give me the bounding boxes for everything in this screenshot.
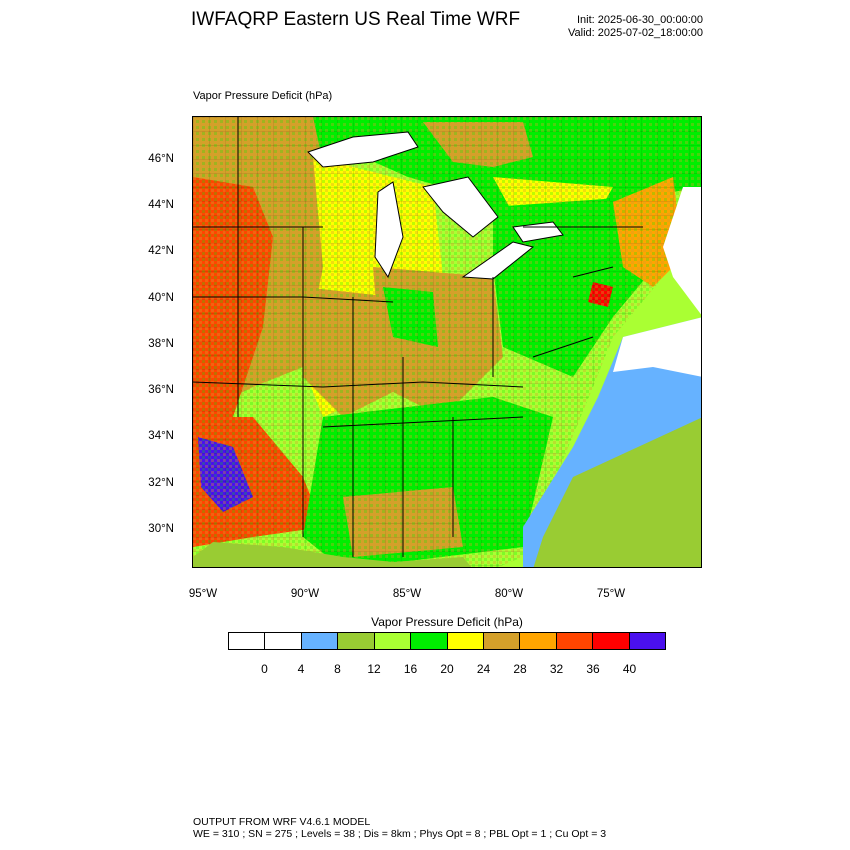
colorbar-bin bbox=[411, 633, 448, 649]
vpd-map bbox=[193, 117, 701, 567]
colorbar-tick-label: 0 bbox=[261, 662, 268, 676]
colorbar-tick-label: 12 bbox=[367, 662, 381, 676]
colorbar-bin bbox=[374, 633, 412, 649]
gulf-of-maine bbox=[663, 187, 701, 315]
footer-line2: WE = 310 ; SN = 275 ; Levels = 38 ; Dis … bbox=[193, 828, 607, 840]
colorbar-bin bbox=[229, 633, 266, 649]
lat-label: 44°N bbox=[148, 199, 174, 211]
colorbar-tick-label: 36 bbox=[586, 662, 600, 676]
footer-line1: OUTPUT FROM WRF V4.6.1 MODEL bbox=[193, 816, 371, 828]
valid-time: Valid: 2025-07-02_18:00:00 bbox=[568, 27, 703, 39]
lon-label: 75°W bbox=[596, 588, 626, 600]
colorbar bbox=[228, 632, 666, 650]
lat-label: 36°N bbox=[148, 384, 174, 396]
colorbar-title: Vapor Pressure Deficit (hPa) bbox=[371, 615, 523, 629]
ocean-green bbox=[533, 417, 701, 567]
colorbar-tick-label: 4 bbox=[297, 662, 305, 676]
lat-label: 46°N bbox=[148, 153, 174, 165]
lon-label: 90°W bbox=[290, 588, 320, 600]
colorbar-tick-label: 16 bbox=[403, 662, 418, 676]
lake-superior bbox=[307, 131, 419, 168]
lake-michigan bbox=[374, 181, 404, 279]
lake-erie bbox=[461, 241, 535, 280]
run-times: Init: 2025-06-30_00:00:00 Valid: 2025-07… bbox=[520, 14, 703, 40]
lat-label: 38°N bbox=[148, 338, 174, 350]
lon-label: 95°W bbox=[188, 588, 218, 600]
field-texture bbox=[193, 117, 701, 567]
colorbar-bin bbox=[520, 633, 557, 649]
colorbar-bin bbox=[629, 633, 666, 649]
colorbar-bin bbox=[556, 633, 594, 649]
state-borders bbox=[193, 117, 643, 557]
init-time: Init: 2025-06-30_00:00:00 bbox=[577, 14, 703, 26]
colorbar-tick-label: 8 bbox=[334, 662, 341, 676]
lon-label: 85°W bbox=[392, 588, 422, 600]
model-footer: OUTPUT FROM WRF V4.6.1 MODEL WE = 310 ; … bbox=[193, 816, 606, 840]
lat-label: 42°N bbox=[148, 245, 174, 257]
field-label: Vapor Pressure Deficit (hPa) bbox=[193, 90, 333, 102]
ocean-lowvpd bbox=[613, 317, 701, 377]
colorbar-bin bbox=[265, 633, 302, 649]
colorbar-bin bbox=[593, 633, 630, 649]
chart-title: IWFAQRP Eastern US Real Time WRF bbox=[191, 9, 521, 30]
colorbar-tick-label: 40 bbox=[622, 662, 637, 676]
colorbar-tick-label: 24 bbox=[476, 662, 491, 676]
gulf-of-mexico bbox=[193, 542, 472, 567]
lat-label: 34°N bbox=[148, 430, 174, 442]
colorbar-bin bbox=[338, 633, 375, 649]
colorbar-tick-label: 32 bbox=[549, 662, 564, 676]
map-panel bbox=[192, 116, 702, 568]
colorbar-bin bbox=[447, 633, 484, 649]
lat-label: 40°N bbox=[148, 292, 174, 304]
colorbar-bin bbox=[301, 633, 339, 649]
lake-huron bbox=[422, 176, 499, 238]
lat-label: 32°N bbox=[148, 477, 174, 489]
lon-label: 80°W bbox=[494, 588, 524, 600]
colorbar-tick-label: 20 bbox=[440, 662, 454, 676]
lat-label: 30°N bbox=[148, 523, 174, 535]
colorbar-tick-label: 28 bbox=[513, 662, 527, 676]
colorbar-bin bbox=[483, 633, 521, 649]
